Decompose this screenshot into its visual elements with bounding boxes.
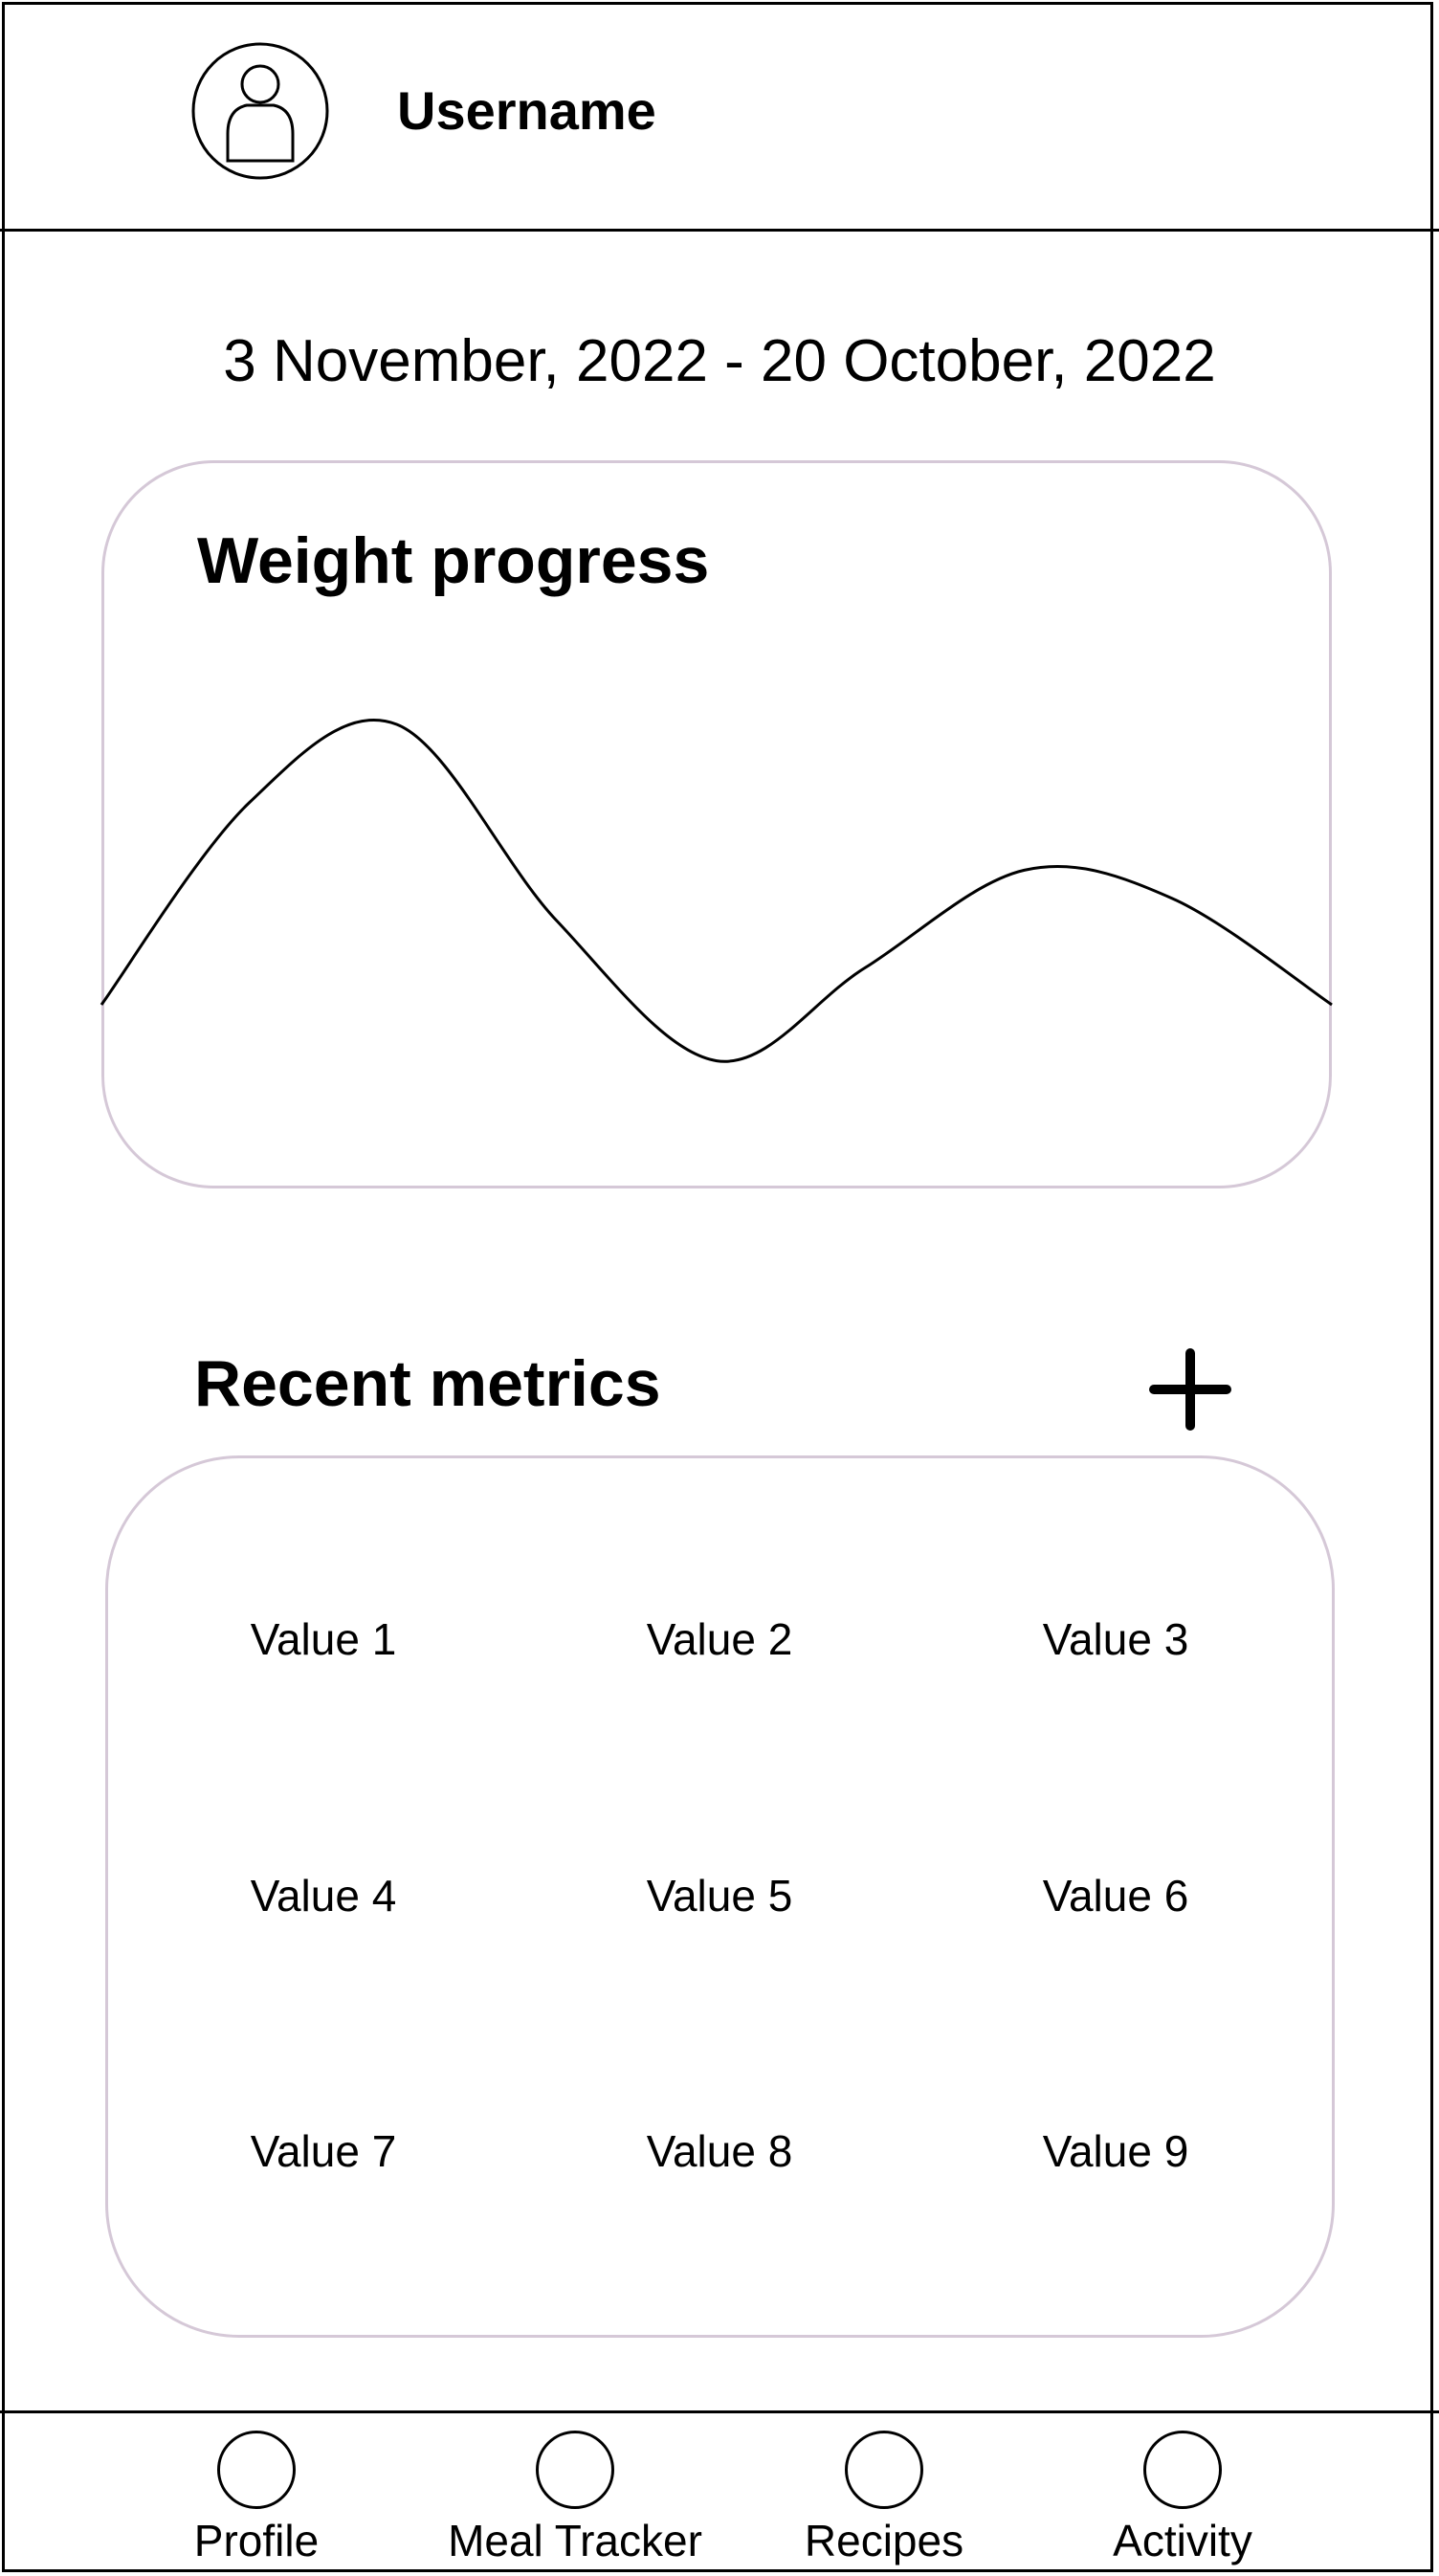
metric-value-3[interactable]: Value 3 [1042,1614,1189,1664]
metric-value-8[interactable]: Value 8 [646,2126,793,2176]
user-avatar-icon[interactable] [191,42,329,180]
metric-value-2[interactable]: Value 2 [646,1614,793,1664]
tab-activity[interactable]: Activity [1039,2431,1326,2565]
tab-profile[interactable]: Profile [113,2431,400,2565]
tab-label-activity: Activity [1113,2516,1252,2565]
weight-progress-card[interactable] [101,460,1332,1188]
recent-metrics-card [105,1455,1335,2338]
weight-progress-chart [100,719,1333,1063]
tab-label-recipes: Recipes [804,2516,964,2565]
recipes-tab-icon [845,2431,923,2509]
profile-tab-icon [217,2431,296,2509]
tab-recipes[interactable]: Recipes [741,2431,1028,2565]
metric-value-4[interactable]: Value 4 [250,1871,397,1921]
metric-value-5[interactable]: Value 5 [646,1871,793,1921]
metric-value-6[interactable]: Value 6 [1042,1871,1189,1921]
metric-value-7[interactable]: Value 7 [250,2126,397,2176]
date-range[interactable]: 3 November, 2022 - 20 October, 2022 [223,328,1216,394]
tab-label-meal-tracker: Meal Tracker [448,2516,702,2565]
username: Username [397,80,656,141]
tab-label-profile: Profile [193,2516,320,2565]
recent-metrics-title: Recent metrics [194,1347,661,1420]
bottom-tab-bar [0,2410,1439,2576]
metric-value-9[interactable]: Value 9 [1042,2126,1189,2176]
plus-icon [1149,1348,1231,1431]
weight-progress-line [100,719,1333,1063]
weight-progress-title: Weight progress [197,524,710,597]
add-metric-button[interactable] [1148,1347,1232,1432]
tab-meal-tracker[interactable]: Meal Tracker [432,2431,719,2565]
meal-tracker-tab-icon [536,2431,614,2509]
activity-tab-icon [1143,2431,1222,2509]
metric-value-1[interactable]: Value 1 [250,1614,397,1664]
header [0,0,1439,232]
